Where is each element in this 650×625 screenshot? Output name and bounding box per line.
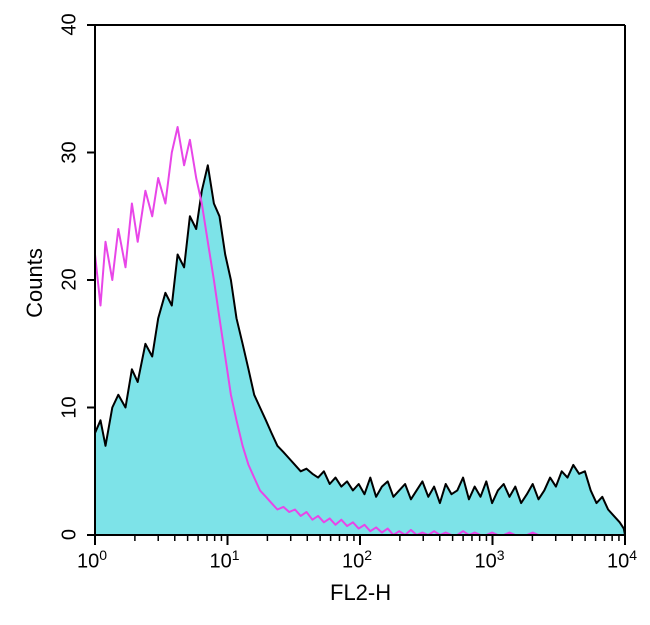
x-tick-label: 100	[77, 547, 107, 574]
x-tick-label: 101	[210, 547, 240, 574]
x-tick-label: 104	[607, 547, 637, 574]
y-tick-label: 10	[59, 392, 82, 422]
x-tick-label: 102	[342, 547, 372, 574]
y-tick-label: 40	[59, 10, 82, 40]
y-tick-label: 30	[59, 137, 82, 167]
y-tick-label: 20	[59, 265, 82, 295]
y-tick-label: 0	[59, 520, 82, 550]
x-axis-label: FL2-H	[330, 580, 391, 606]
plot-area	[0, 0, 650, 625]
flow-cytometry-chart: Counts FL2-H 100 101 102 103 104 0 10 20 30 40	[0, 0, 650, 625]
x-tick-label: 103	[475, 547, 505, 574]
y-axis-label: Counts	[22, 243, 48, 323]
